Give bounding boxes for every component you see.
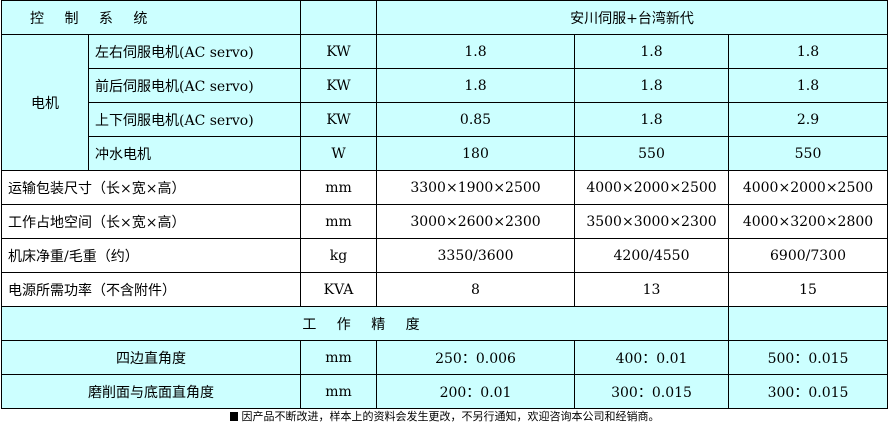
square-bullet-icon bbox=[229, 412, 238, 421]
row-name: 电源所需功率（不含附件） bbox=[0, 272, 302, 307]
row-unit: mm bbox=[300, 204, 378, 239]
table-row: 磨削面与底面直角度 mm 200：0.01 300：0.015 300：0.01… bbox=[0, 374, 889, 409]
cell: 4000×2000×2500 bbox=[728, 170, 889, 205]
cell: 1.8 bbox=[376, 68, 576, 103]
row-name: 左右伺服电机(AC servo) bbox=[87, 34, 302, 69]
row-unit: mm bbox=[300, 374, 378, 409]
cell: 0.85 bbox=[376, 102, 576, 137]
row-unit: KW bbox=[300, 102, 378, 137]
row-name: 机床净重/毛重（约） bbox=[0, 238, 302, 273]
row-name: 四边直角度 bbox=[0, 340, 302, 375]
table-row: 电机 左右伺服电机(AC servo) KW 1.8 1.8 1.8 bbox=[1, 34, 889, 171]
cell: 3500×3000×2300 bbox=[574, 204, 730, 239]
cell: 200：0.01 bbox=[376, 374, 576, 409]
cell: 400：0.01 bbox=[574, 340, 730, 375]
cell: 180 bbox=[376, 136, 576, 171]
footer-text: 因产品不断改进，样本上的资料会发生更改，不另行通知，欢迎咨询本公司和经销商。 bbox=[241, 410, 660, 423]
table-row: 电源所需功率（不含附件） KVA 8 13 15 bbox=[0, 272, 889, 307]
cell: 3000×2600×2300 bbox=[376, 204, 576, 239]
row-unit: KVA bbox=[300, 272, 378, 307]
row-name: 磨削面与底面直角度 bbox=[0, 374, 302, 409]
cell: 6900/7300 bbox=[728, 238, 889, 273]
precision-title: 工 作 精 度 bbox=[0, 306, 730, 341]
motor-group-label: 电机 bbox=[1, 34, 89, 171]
cell: 3300×1900×2500 bbox=[376, 170, 576, 205]
cell: 15 bbox=[728, 272, 889, 307]
table-row: 四边直角度 mm 250：0.006 400：0.01 500：0.015 bbox=[0, 340, 889, 375]
row-unit: kg bbox=[300, 238, 378, 273]
header-unit bbox=[300, 0, 378, 35]
cell: 300：0.015 bbox=[728, 374, 889, 409]
table-row: 上下伺服电机(AC servo) KW 0.85 1.8 2.9 bbox=[2, 102, 889, 137]
table-row: 前后伺服电机(AC servo) KW 1.8 1.8 1.8 bbox=[2, 68, 889, 103]
row-unit: KW bbox=[300, 34, 378, 69]
footer-note: 因产品不断改进，样本上的资料会发生更改，不另行通知，欢迎咨询本公司和经销商。 bbox=[0, 408, 889, 424]
cell: 550 bbox=[728, 136, 889, 171]
control-system-value: 安川伺服+台湾新代 bbox=[376, 0, 889, 35]
cell: 250：0.006 bbox=[376, 340, 576, 375]
table-row: 机床净重/毛重（约） kg 3350/3600 4200/4550 6900/7… bbox=[0, 238, 889, 273]
cell: 1.8 bbox=[574, 102, 730, 137]
row-unit: mm bbox=[300, 170, 378, 205]
spec-table: 控 制 系 统 安川伺服+台湾新代 电机 左右伺服电机(AC servo) KW… bbox=[0, 0, 889, 409]
cell: 4000×2000×2500 bbox=[574, 170, 730, 205]
cell: 13 bbox=[574, 272, 730, 307]
table-row: 工作占地空间（长×宽×高） mm 3000×2600×2300 3500×300… bbox=[0, 204, 889, 239]
table-row: 冲水电机 W 180 550 550 bbox=[2, 136, 889, 171]
cell: 1.8 bbox=[574, 34, 730, 69]
row-name: 工作占地空间（长×宽×高） bbox=[0, 204, 302, 239]
row-name: 前后伺服电机(AC servo) bbox=[87, 68, 302, 103]
cell: 1.8 bbox=[728, 34, 889, 69]
cell: 4000×3200×2800 bbox=[728, 204, 889, 239]
row-unit: KW bbox=[300, 68, 378, 103]
table-row: 运输包装尺寸（长×宽×高） mm 3300×1900×2500 4000×200… bbox=[0, 170, 889, 205]
row-name: 运输包装尺寸（长×宽×高） bbox=[0, 170, 302, 205]
row-name: 冲水电机 bbox=[87, 136, 302, 171]
cell: 3350/3600 bbox=[376, 238, 576, 273]
cell: 550 bbox=[574, 136, 730, 171]
cell: 500：0.015 bbox=[728, 340, 889, 375]
cell: 2.9 bbox=[728, 102, 889, 137]
cell: 300：0.015 bbox=[574, 374, 730, 409]
control-system-title: 控 制 系 统 bbox=[0, 0, 302, 35]
row-unit: mm bbox=[300, 340, 378, 375]
cell: 1.8 bbox=[376, 34, 576, 69]
cell: 4200/4550 bbox=[574, 238, 730, 273]
row-name: 上下伺服电机(AC servo) bbox=[87, 102, 302, 137]
empty-cell bbox=[728, 306, 889, 341]
cell: 1.8 bbox=[728, 68, 889, 103]
row-unit: W bbox=[300, 136, 378, 171]
cell: 8 bbox=[376, 272, 576, 307]
header-row: 控 制 系 统 安川伺服+台湾新代 bbox=[0, 0, 889, 35]
cell: 1.8 bbox=[574, 68, 730, 103]
precision-header-row: 工 作 精 度 bbox=[0, 306, 889, 341]
